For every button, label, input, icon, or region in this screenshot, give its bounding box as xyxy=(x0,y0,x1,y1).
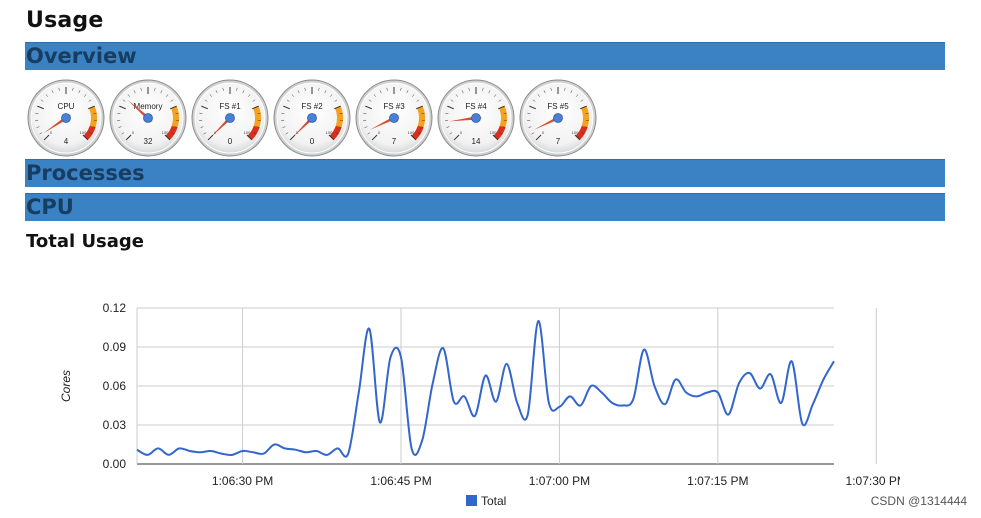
x-tick-label: 1:07:15 PM xyxy=(687,474,748,488)
svg-text:0: 0 xyxy=(542,130,545,135)
cpu-total-usage-title: Total Usage xyxy=(26,231,145,252)
series-line-total xyxy=(136,319,835,458)
legend-swatch xyxy=(466,495,477,506)
svg-text:100: 100 xyxy=(326,130,333,135)
gauge-label: CPU xyxy=(58,102,75,111)
svg-text:0: 0 xyxy=(132,130,135,135)
section-header-overview[interactable]: Overview xyxy=(25,42,945,70)
gauge-value: 32 xyxy=(144,137,153,146)
svg-text:100: 100 xyxy=(572,130,579,135)
gauge-value: 4 xyxy=(64,137,69,146)
legend-label[interactable]: Total xyxy=(481,494,506,508)
gauge-memory: Memory 0 100 32 xyxy=(109,79,187,157)
gauge-value: 0 xyxy=(310,137,315,146)
gauge-label: FS #2 xyxy=(301,102,323,111)
gauge-label: FS #4 xyxy=(465,102,487,111)
y-tick-label: 0.03 xyxy=(103,418,127,432)
x-tick-label: 1:07:00 PM xyxy=(529,474,590,488)
y-tick-label: 0.06 xyxy=(103,379,127,393)
gauge-label: FS #3 xyxy=(383,102,405,111)
cpu-usage-chart: 0.00 0.03 0.06 0.09 0.12 1:06:30 PM 1:06:45 PM… xyxy=(0,290,900,518)
gauge-fs-2: FS #201000 xyxy=(273,79,351,157)
gauge-fs-5: FS #5 0 100 7 xyxy=(519,79,597,157)
svg-text:100: 100 xyxy=(408,130,415,135)
page-title: Usage xyxy=(26,8,104,33)
gauge-value: 7 xyxy=(392,137,397,146)
svg-text:100: 100 xyxy=(80,130,87,135)
gauge-cpu: CPU 0 100 4 xyxy=(27,79,105,157)
x-tick-label: 1:06:45 PM xyxy=(370,474,431,488)
y-tick-label: 0.09 xyxy=(103,340,127,354)
svg-text:0: 0 xyxy=(460,130,463,135)
gauge-label: FS #5 xyxy=(547,102,569,111)
x-tick-label: 1:06:30 PM xyxy=(212,474,273,488)
svg-text:100: 100 xyxy=(162,130,169,135)
gauge-label: Memory xyxy=(134,102,163,111)
x-tick-label: 1:07:30 PM xyxy=(846,474,900,488)
section-header-cpu[interactable]: CPU xyxy=(25,193,945,221)
y-tick-label: 0.12 xyxy=(103,301,127,315)
gauge-label: FS #1 xyxy=(219,102,241,111)
section-header-processes[interactable]: Processes xyxy=(25,159,945,187)
svg-text:0: 0 xyxy=(378,130,381,135)
gauge-value: 0 xyxy=(228,137,233,146)
watermark: CSDN @1314444 xyxy=(870,494,967,508)
gauge-value: 14 xyxy=(472,137,481,146)
y-axis-title: Cores xyxy=(59,370,73,402)
gauge-fs-4: FS #4 0 100 14 xyxy=(437,79,515,157)
gauge-value: 7 xyxy=(556,137,561,146)
svg-text:100: 100 xyxy=(490,130,497,135)
y-tick-label: 0.00 xyxy=(103,457,127,471)
svg-text:100: 100 xyxy=(244,130,251,135)
gauge-fs-1: FS #101000 xyxy=(191,79,269,157)
gauge-fs-3: FS #3 0 100 7 xyxy=(355,79,433,157)
svg-text:0: 0 xyxy=(50,130,53,135)
